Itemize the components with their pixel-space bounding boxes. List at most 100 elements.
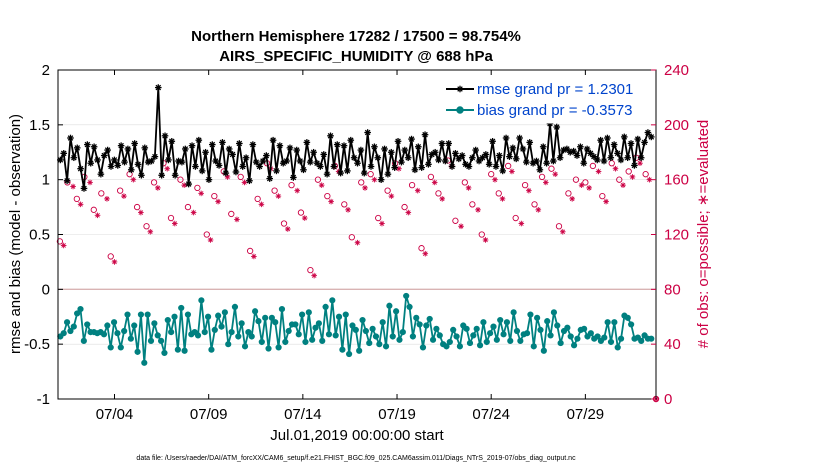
left-tick-label: 2	[42, 62, 50, 79]
rmse-point	[411, 166, 419, 174]
bias-point	[194, 332, 202, 339]
rmse-point	[502, 134, 510, 142]
possible-point	[565, 190, 572, 197]
right-tick-label: 160	[664, 172, 689, 189]
rmse-point	[550, 157, 557, 165]
x-tick-label: 07/09	[190, 406, 228, 423]
bias-point	[104, 322, 111, 329]
rmse-point	[394, 137, 402, 145]
rmse-point	[556, 154, 564, 162]
possible-point	[461, 179, 468, 186]
rmse-point	[252, 158, 260, 166]
rmse-point	[344, 167, 351, 175]
possible-point	[73, 195, 80, 203]
possible-point	[452, 217, 459, 224]
rmse-point	[401, 146, 409, 154]
rmse-point	[259, 157, 267, 165]
rmse-point	[333, 141, 341, 148]
possible-point	[358, 179, 365, 186]
possible-point	[589, 162, 597, 170]
bias-point	[510, 309, 517, 316]
possible-point	[211, 192, 218, 200]
rmse-point	[337, 169, 344, 177]
rmse-point	[300, 166, 307, 174]
rmse-point	[509, 144, 517, 152]
rmse-point	[303, 139, 311, 146]
rmse-point	[472, 146, 479, 154]
bias-point	[456, 343, 464, 350]
possible-point	[117, 187, 124, 194]
rmse-point	[371, 143, 378, 151]
bias-point	[262, 314, 269, 321]
rmse-point	[512, 155, 520, 163]
bias-point	[342, 311, 349, 318]
bias-point	[628, 321, 635, 328]
evaluated-point	[301, 215, 308, 221]
bias-point	[235, 333, 242, 340]
evaluated-point	[637, 160, 643, 167]
bias-point	[80, 337, 87, 344]
bias-point	[258, 338, 265, 346]
bias-point	[497, 316, 504, 324]
bias-point	[493, 336, 500, 343]
rmse-point	[604, 134, 611, 142]
rmse-point	[499, 167, 507, 175]
bias-point	[114, 330, 121, 337]
possible-point	[401, 203, 408, 211]
bias-point	[184, 311, 192, 318]
rmse-point	[533, 157, 540, 165]
bias-point	[352, 326, 359, 334]
evaluated-point	[275, 193, 282, 199]
evaluated-point	[526, 187, 532, 194]
rmse-point	[73, 144, 81, 152]
bias-point	[349, 322, 356, 329]
rmse-point	[181, 145, 189, 153]
rmse-point	[458, 152, 466, 159]
evaluated-point	[620, 182, 626, 188]
evaluated-point	[121, 193, 127, 199]
right-tick-label: 0	[664, 391, 672, 408]
evaluated-point	[552, 171, 559, 177]
bias-point	[70, 323, 77, 330]
bias-point	[648, 335, 655, 342]
legend-rmse-label: rmse grand pr = 1.2301	[477, 81, 633, 98]
rmse-point	[306, 158, 314, 166]
rmse-point	[387, 148, 395, 156]
evaluated-point	[328, 198, 334, 205]
rmse-point	[414, 143, 422, 151]
rmse-point	[570, 147, 577, 155]
bias-point	[490, 323, 497, 330]
bias-point	[137, 311, 145, 318]
bias-point	[124, 311, 131, 318]
bias-point	[423, 322, 430, 329]
rmse-point	[63, 177, 71, 185]
possible-point	[495, 190, 502, 197]
bias-point	[339, 346, 346, 353]
bias-point	[201, 329, 208, 336]
bias-point	[225, 341, 232, 348]
left-tick-label: 0	[42, 281, 50, 298]
right-tick-label: 240	[664, 62, 689, 79]
possible-point	[572, 176, 580, 183]
rmse-point	[452, 150, 459, 157]
possible-point	[271, 187, 278, 194]
rmse-point	[192, 163, 199, 170]
x-tick-label: 07/04	[96, 406, 134, 423]
bias-point	[638, 337, 645, 344]
rmse-point	[60, 150, 68, 157]
rmse-point	[283, 157, 290, 165]
rmse-point	[421, 131, 429, 139]
bias-point	[356, 347, 363, 354]
possible-point	[435, 190, 442, 197]
bias-point	[198, 297, 205, 304]
rmse-point	[607, 154, 615, 162]
bias-point	[305, 309, 312, 316]
left-tick-label: -0.5	[24, 336, 50, 353]
rmse-point	[236, 140, 243, 147]
rmse-point	[266, 175, 274, 182]
possible-point	[418, 245, 425, 252]
bias-point	[278, 305, 286, 313]
evaluated-point	[138, 209, 144, 216]
bias-point	[161, 349, 168, 357]
rmse-point	[465, 163, 473, 170]
